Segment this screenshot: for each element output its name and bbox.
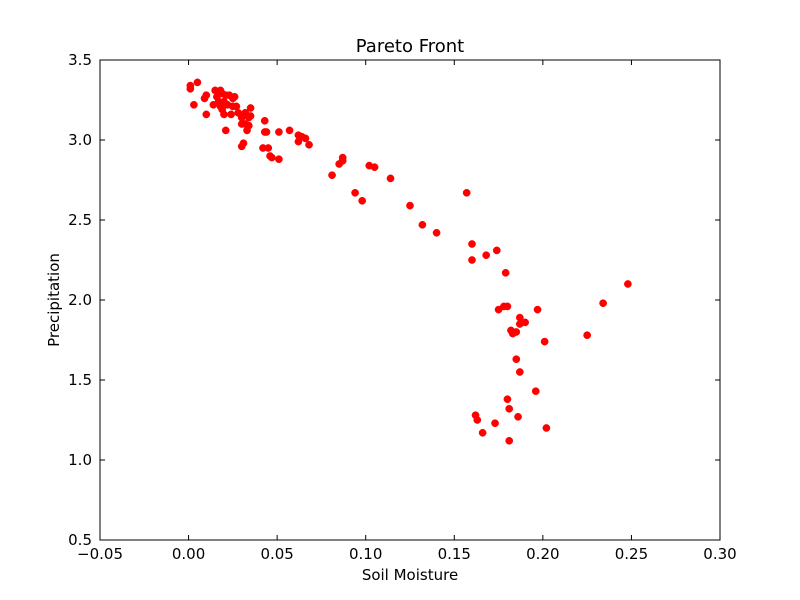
data-point: [491, 419, 499, 428]
data-point: [202, 91, 211, 100]
data-point: [246, 104, 255, 112]
x-tick-label: 0.20: [526, 545, 559, 563]
y-tick-label: 2.5: [68, 211, 92, 229]
data-point: [358, 196, 367, 205]
data-point: [542, 424, 551, 432]
x-tick-label: 0.10: [349, 545, 382, 563]
x-tick-label: 0.05: [260, 545, 293, 563]
data-point: [193, 78, 202, 87]
data-point: [462, 188, 471, 197]
data-point: [305, 140, 313, 149]
data-point: [512, 328, 521, 336]
data-point: [514, 412, 522, 421]
data-point: [599, 299, 607, 308]
data-point: [482, 251, 491, 260]
data-point: [505, 436, 514, 445]
data-point: [512, 355, 521, 364]
data-point: [386, 174, 395, 183]
x-tick-label: 0.00: [172, 545, 205, 563]
data-point: [301, 134, 310, 143]
y-axis-label: Precipitation: [45, 253, 63, 347]
data-point: [468, 256, 476, 264]
data-point: [370, 163, 379, 172]
y-tick-label: 3.0: [68, 131, 92, 149]
chart-title: Pareto Front: [356, 36, 464, 57]
axis-ticks: −0.05 0.00 0.05 0.10 0.15 0.20 0.25 0.30 0.5 1.0 1…: [68, 51, 737, 563]
data-point: [540, 337, 549, 346]
data-point: [262, 128, 271, 136]
y-tick-label: 3.5: [68, 51, 92, 69]
y-tick-label: 1.5: [68, 371, 92, 389]
data-point: [351, 188, 359, 197]
data-point: [501, 268, 510, 277]
data-point: [338, 153, 347, 162]
data-point: [503, 395, 512, 404]
data-point: [285, 126, 294, 135]
data-point: [275, 128, 283, 136]
data-point: [190, 100, 198, 109]
y-tick-label: 1.0: [68, 451, 92, 469]
data-points: [186, 78, 632, 445]
data-point: [239, 139, 248, 148]
y-tick-label: 2.0: [68, 291, 92, 309]
data-point: [221, 126, 230, 135]
data-point: [531, 387, 540, 396]
y-tick-label: 0.5: [68, 531, 92, 549]
x-axis-label: Soil Moisture: [362, 566, 458, 584]
data-point: [220, 110, 228, 119]
data-point: [246, 112, 255, 120]
x-tick-label: 0.15: [438, 545, 471, 563]
data-point: [503, 302, 512, 311]
data-point: [492, 246, 501, 255]
data-point: [267, 153, 276, 162]
x-tick-label: −0.05: [77, 545, 123, 563]
data-point: [230, 92, 239, 101]
data-point: [244, 121, 253, 130]
x-tick-label: 0.30: [703, 545, 736, 563]
data-point: [227, 110, 235, 119]
data-point: [473, 416, 482, 424]
data-point: [186, 84, 195, 93]
data-point: [260, 116, 269, 125]
data-point: [418, 220, 427, 229]
data-point: [468, 240, 476, 248]
data-point: [505, 404, 514, 413]
data-point: [521, 318, 529, 327]
data-point: [328, 171, 336, 180]
data-point: [232, 102, 241, 111]
data-point: [515, 368, 524, 376]
data-point: [533, 305, 542, 314]
data-point: [264, 144, 273, 152]
data-point: [275, 155, 283, 164]
data-point: [478, 428, 487, 437]
axes-frame: [99, 59, 721, 541]
data-point: [624, 280, 632, 288]
x-tick-label: 0.25: [615, 545, 648, 563]
data-point: [406, 201, 414, 210]
data-point: [432, 228, 441, 237]
data-point: [202, 110, 211, 119]
data-point: [583, 331, 591, 340]
